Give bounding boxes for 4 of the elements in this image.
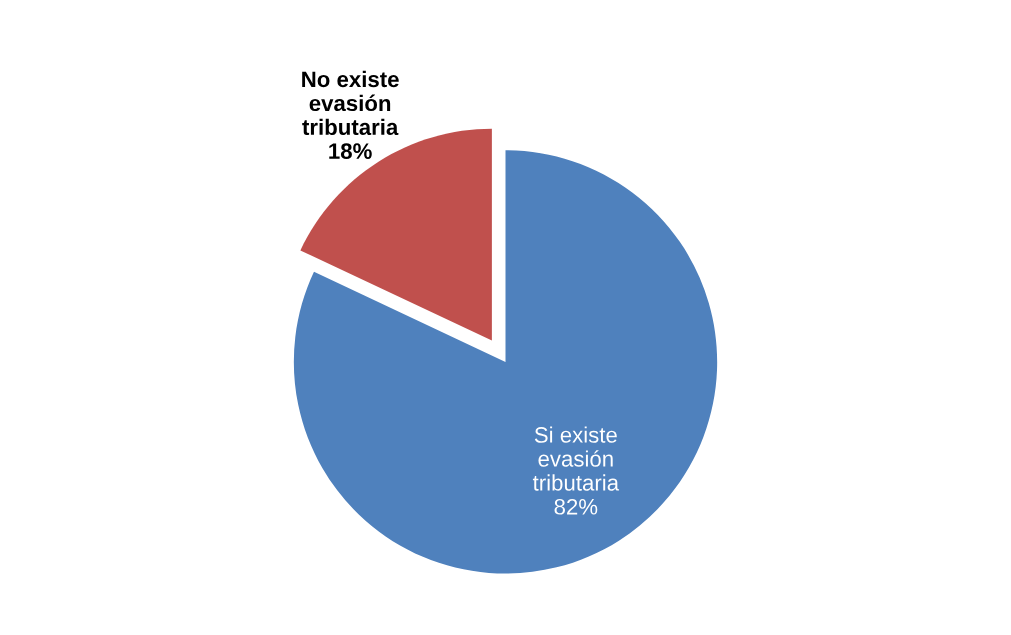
data-label: 18% — [329, 143, 372, 159]
slice-label: No existe evasión tributaria — [302, 70, 399, 136]
slice-label: Si existe evasión tributaria — [532, 426, 620, 491]
data-label: 82% — [554, 498, 598, 515]
